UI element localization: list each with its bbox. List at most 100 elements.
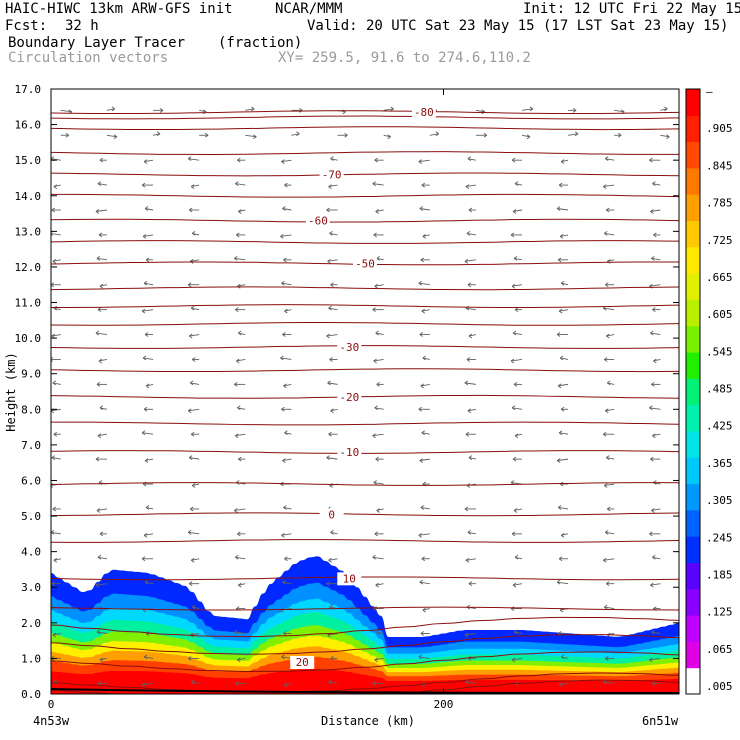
vector-head <box>418 406 423 412</box>
vector-arrow <box>374 531 384 537</box>
vector-shaft <box>465 184 476 188</box>
vector-head <box>605 207 610 213</box>
vector-arrow <box>328 557 338 563</box>
vector-arrow <box>512 582 523 588</box>
vector-shaft <box>467 158 476 161</box>
vector-head <box>328 679 332 685</box>
contour-label: -20 <box>339 391 359 404</box>
vector-head <box>234 629 238 635</box>
vector-arrow <box>650 456 661 462</box>
init-time: Init: 12 UTC Fri 22 May 15 <box>523 1 740 17</box>
circulation-vectors <box>51 106 670 688</box>
vector-arrow <box>95 582 107 588</box>
vector-arrow <box>328 305 338 311</box>
vector-shaft <box>141 309 154 312</box>
vector-arrow <box>605 455 615 460</box>
vector-head <box>99 405 104 411</box>
vector-shaft <box>283 506 292 510</box>
vector-arrow <box>281 159 292 165</box>
colorbar-swatch <box>686 562 700 590</box>
vector-arrow <box>237 531 246 537</box>
vector-shaft <box>95 583 107 586</box>
vector-shaft <box>512 209 523 212</box>
vector-head <box>649 657 653 663</box>
vector-arrow <box>284 682 292 688</box>
vector-arrow <box>52 632 61 638</box>
vector-head <box>376 382 380 387</box>
vector-arrow <box>237 283 246 289</box>
vector-shaft <box>142 234 154 237</box>
vector-arrow <box>53 184 61 189</box>
vector-shaft <box>96 257 107 261</box>
colorbar-label: .725 <box>706 234 733 247</box>
vector-shaft <box>141 682 154 686</box>
vector-shaft <box>558 506 569 510</box>
vector-arrow <box>143 280 154 286</box>
vector-head <box>465 557 470 563</box>
vector-arrow <box>513 255 523 261</box>
vector-arrow <box>383 134 391 140</box>
vector-shaft <box>429 133 439 136</box>
vector-head <box>141 308 146 314</box>
vector-shaft <box>51 408 61 412</box>
contour-line <box>51 321 679 326</box>
vector-head <box>237 157 241 163</box>
vector-shaft <box>96 508 107 511</box>
vector-head <box>99 531 104 537</box>
colorbar-swatch <box>686 89 700 116</box>
vector-arrow <box>234 629 246 635</box>
vector-shaft <box>326 334 338 337</box>
vector-arrow <box>465 431 476 437</box>
vector-arrow <box>420 505 430 510</box>
y-tick-label: 2.0 <box>21 617 41 630</box>
vector-head <box>281 280 285 286</box>
vector-arrow <box>603 231 615 236</box>
vector-arrow <box>281 280 292 286</box>
vector-head <box>141 182 146 188</box>
vector-arrow <box>605 581 615 587</box>
vector-head <box>284 682 288 688</box>
vector-shaft <box>649 407 661 410</box>
vector-shaft <box>418 282 430 286</box>
vector-arrow <box>99 283 108 289</box>
vector-arrow <box>602 557 615 563</box>
vector-head <box>602 557 607 563</box>
vector-head <box>514 554 519 560</box>
vector-arrow <box>238 330 246 336</box>
vector-arrow <box>153 107 164 113</box>
vector-shaft <box>327 382 338 385</box>
vector-arrow <box>291 107 303 113</box>
colorbar-label: .125 <box>706 606 733 619</box>
vector-head <box>237 531 241 537</box>
vector-head <box>649 157 653 163</box>
vector-head <box>52 632 57 638</box>
vector-head <box>52 258 57 264</box>
vector-shaft <box>234 508 246 511</box>
vector-arrow <box>560 654 569 660</box>
vector-arrow <box>95 456 107 462</box>
vector-head <box>187 156 192 162</box>
vector-head <box>330 408 334 414</box>
vector-head <box>376 255 380 261</box>
vector-arrow <box>52 506 61 512</box>
vector-arrow <box>280 234 292 239</box>
vector-shaft <box>51 457 61 460</box>
vector-arrow <box>237 157 246 163</box>
vector-arrow <box>559 234 569 239</box>
vector-head <box>281 159 285 165</box>
vector-head <box>512 456 517 462</box>
vector-shaft <box>418 656 430 659</box>
vector-head <box>238 330 242 336</box>
vector-head <box>284 556 288 562</box>
vector-shaft <box>97 183 108 186</box>
vector-shaft <box>106 108 116 111</box>
vector-head <box>418 280 423 286</box>
vector-shaft <box>418 533 430 536</box>
vector-head <box>513 629 518 635</box>
vector-head <box>560 654 565 660</box>
vector-shaft <box>95 332 107 336</box>
vector-shaft <box>649 284 661 287</box>
vector-head <box>510 358 515 364</box>
colorbar-label: .785 <box>706 197 733 210</box>
colorbar-swatch <box>686 352 700 379</box>
